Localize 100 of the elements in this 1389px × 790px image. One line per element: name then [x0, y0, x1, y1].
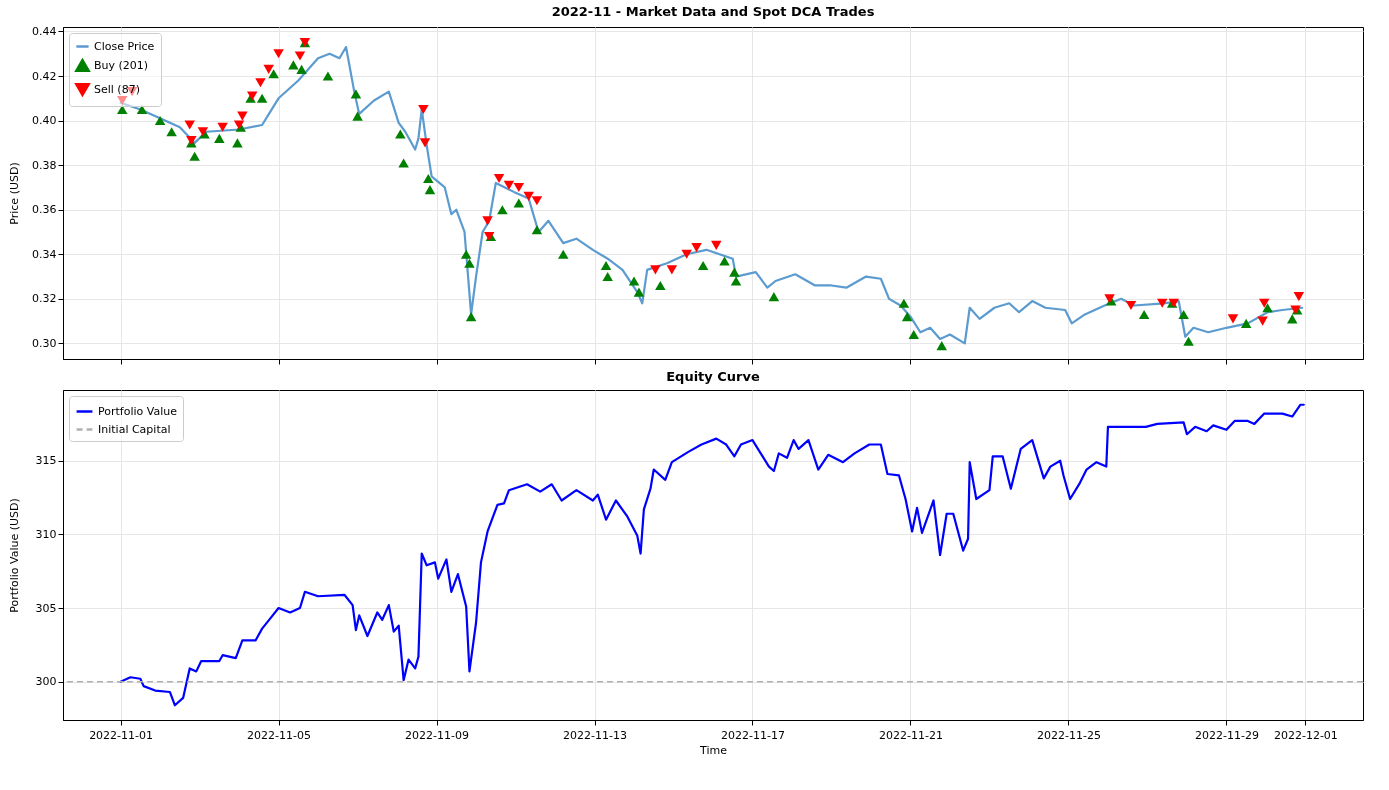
- point: [633, 287, 645, 297]
- y-tick-label: 0.40: [32, 114, 57, 128]
- point: [136, 104, 148, 114]
- point: [232, 138, 243, 148]
- point: [117, 104, 128, 114]
- x-tick-label: 2022-11-13: [563, 728, 627, 742]
- point: [711, 240, 722, 250]
- point: [482, 216, 493, 226]
- point: [901, 312, 913, 322]
- point: [1259, 298, 1270, 308]
- y-axis-title: Portfolio Value (USD): [7, 498, 21, 613]
- x-tick-label: 2022-11-09: [405, 728, 470, 742]
- x-tick-label: 2022-11-29: [1194, 728, 1259, 742]
- point: [729, 267, 740, 277]
- y-tick-label: 0.44: [32, 24, 57, 38]
- point: [465, 312, 477, 322]
- point: [460, 249, 472, 259]
- point: [419, 138, 431, 148]
- point: [464, 258, 475, 268]
- y-tick-label: 310: [35, 527, 57, 541]
- point: [214, 133, 225, 143]
- point: [189, 151, 200, 161]
- point: [493, 173, 505, 184]
- point: [558, 249, 569, 259]
- y-tick-label: 0.38: [32, 158, 57, 172]
- point: [166, 127, 177, 137]
- point: [531, 196, 543, 206]
- legend-label: Portfolio Value: [98, 404, 178, 418]
- point: [1125, 300, 1137, 311]
- point: [273, 49, 284, 59]
- point: [1240, 318, 1252, 328]
- x-tick-label: 2022-12-01: [1273, 728, 1338, 742]
- point: [322, 71, 334, 81]
- y-tick-label: 0.30: [32, 336, 57, 350]
- x-tick-label: 2022-11-25: [1036, 728, 1101, 742]
- point: [1138, 309, 1150, 319]
- point: [418, 104, 429, 114]
- point: [350, 89, 362, 99]
- point: [256, 93, 268, 103]
- point: [352, 111, 363, 121]
- legend-label: Buy (201): [94, 58, 149, 72]
- y-tick-label: 315: [35, 454, 57, 468]
- y-tick-label: 0.34: [32, 247, 57, 261]
- point: [655, 280, 666, 291]
- point: [513, 182, 525, 192]
- point: [697, 260, 709, 270]
- point: [1157, 298, 1168, 308]
- x-tick-label: 2022-11-05: [247, 728, 312, 742]
- point: [600, 260, 612, 270]
- point: [263, 64, 274, 74]
- x-axis-title: Time: [699, 743, 728, 757]
- point: [650, 265, 661, 275]
- legend-label: Initial Capital: [98, 422, 171, 436]
- point: [666, 265, 678, 275]
- point: [681, 249, 692, 259]
- point: [602, 272, 613, 282]
- point: [936, 341, 947, 351]
- y-tick-label: 305: [35, 601, 57, 615]
- point: [908, 329, 919, 340]
- y-axis-title: Price (USD): [7, 162, 21, 225]
- point: [719, 256, 730, 266]
- point: [217, 122, 228, 132]
- point: [288, 60, 299, 70]
- point: [154, 116, 166, 126]
- point: [768, 292, 780, 302]
- point: [1293, 292, 1305, 302]
- point: [531, 225, 543, 235]
- y-tick-label: 0.42: [32, 69, 57, 83]
- chart-title: Equity Curve: [666, 369, 760, 384]
- point: [398, 158, 409, 168]
- point: [255, 78, 266, 88]
- point: [497, 205, 508, 215]
- x-tick-label: 2022-11-17: [721, 728, 785, 742]
- point: [294, 51, 306, 61]
- point: [1183, 336, 1194, 346]
- point: [628, 276, 640, 286]
- point: [117, 95, 128, 106]
- legend-label: Sell (87): [94, 82, 140, 96]
- point: [184, 120, 195, 130]
- y-tick-label: 0.36: [32, 203, 57, 217]
- legend-label: Close Price: [94, 39, 155, 53]
- point: [898, 298, 910, 308]
- point: [268, 69, 279, 79]
- x-tick-label: 2022-11-21: [879, 728, 943, 742]
- chart-title: 2022-11 - Market Data and Spot DCA Trades: [551, 4, 875, 20]
- x-tick-label: 2022-11-01: [89, 728, 154, 742]
- point: [1178, 309, 1189, 319]
- point: [523, 191, 534, 201]
- point: [730, 276, 742, 286]
- point: [1262, 303, 1273, 313]
- y-tick-label: 300: [35, 675, 57, 689]
- point: [424, 185, 436, 195]
- y-tick-label: 0.32: [32, 292, 57, 306]
- point: [423, 173, 434, 184]
- point: [296, 64, 307, 74]
- point: [513, 198, 525, 208]
- point: [503, 180, 515, 190]
- point: [691, 243, 702, 253]
- point: [1227, 314, 1239, 324]
- point: [1257, 316, 1268, 326]
